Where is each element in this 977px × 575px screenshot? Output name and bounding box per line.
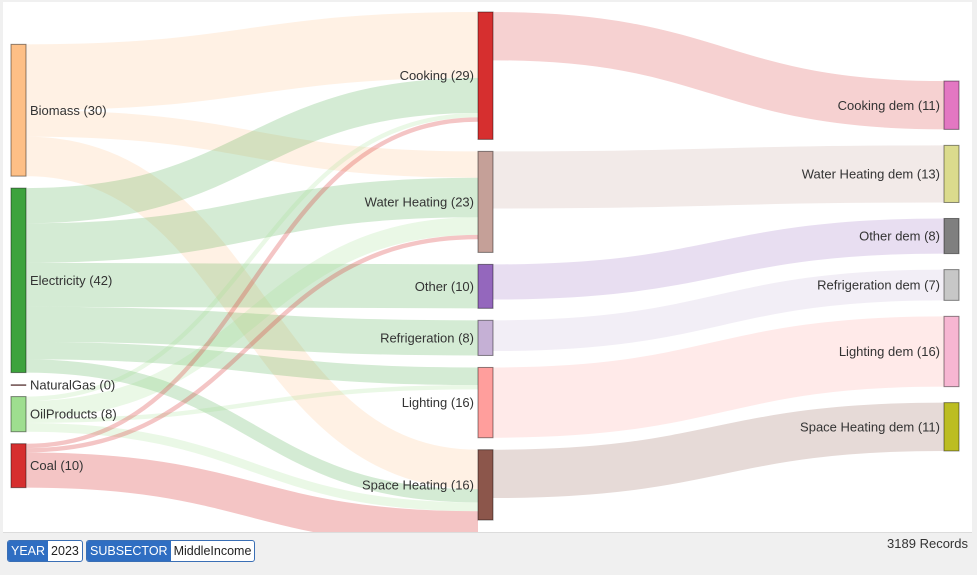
link-coal-to-water-heating[interactable]: [25, 234, 479, 453]
links-layer: [25, 12, 945, 532]
node-label-lighting: Lighting (16): [402, 395, 474, 410]
link-coal-to-space-heating[interactable]: [25, 452, 479, 532]
footer-bar: YEAR 2023 SUBSECTOR MiddleIncome 3189 Re…: [0, 536, 977, 575]
filter-value: MiddleIncome: [173, 544, 252, 558]
filter-key: SUBSECTOR: [87, 541, 171, 561]
link-electricity-to-water-heating[interactable]: [25, 177, 479, 263]
nodes-layer: [10, 11, 960, 521]
link-lighting-to-lighting-dem[interactable]: [492, 316, 945, 438]
sankey-chart-panel: Biomass (30) Electricity (42) NaturalGas (…: [3, 2, 972, 533]
records-count: 3189 Records: [887, 536, 968, 551]
node-label-space-heating-dem: Space Heating dem (11): [800, 419, 940, 434]
node-label-cooking-dem: Cooking dem (11): [838, 98, 940, 113]
link-water-heating-to-water-heating-dem[interactable]: [492, 145, 945, 209]
filter-value: 2023: [51, 544, 79, 558]
link-oilproducts-to-water-heating[interactable]: [25, 217, 479, 419]
link-other-to-other-dem[interactable]: [492, 218, 945, 300]
node-refrigeration[interactable]: [477, 319, 494, 356]
node-refrigeration-dem[interactable]: [943, 269, 960, 301]
node-space-heating-dem[interactable]: [943, 402, 960, 452]
node-other-dem[interactable]: [943, 217, 960, 255]
node-cooking-dem[interactable]: [943, 80, 960, 130]
node-label-electricity: Electricity (42): [30, 273, 112, 288]
node-label-biomass: Biomass (30): [30, 103, 107, 118]
node-coal[interactable]: [10, 443, 27, 489]
node-label-naturalgas: NaturalGas (0): [30, 378, 115, 393]
link-oilproducts-to-lighting[interactable]: [25, 385, 479, 423]
link-coal-to-cooking[interactable]: [25, 117, 479, 449]
node-label-water-heating: Water Heating (23): [365, 194, 474, 209]
link-electricity-to-cooking[interactable]: [25, 77, 479, 224]
node-label-other-dem: Other dem (8): [859, 229, 940, 244]
node-label-refrigeration: Refrigeration (8): [380, 330, 474, 345]
link-oilproducts-to-cooking[interactable]: [25, 113, 479, 401]
link-oilproducts-to-space-heating[interactable]: [25, 422, 479, 512]
link-electricity-to-other[interactable]: [25, 262, 479, 309]
node-lighting[interactable]: [477, 366, 494, 439]
link-refrigeration-to-refrigeration-dem[interactable]: [492, 269, 945, 352]
node-label-water-heating-dem: Water Heating dem (13): [802, 166, 940, 181]
node-label-oilproducts: OilProducts (8): [30, 407, 117, 422]
link-biomass-to-water-heating[interactable]: [25, 110, 479, 178]
sankey-chart: Biomass (30) Electricity (42) NaturalGas (…: [10, 11, 960, 532]
node-biomass[interactable]: [10, 43, 27, 177]
node-cooking[interactable]: [477, 11, 494, 140]
labels-layer: Biomass (30) Electricity (42) NaturalGas (…: [30, 68, 940, 492]
node-label-other: Other (10): [415, 279, 474, 294]
link-biomass-to-space-heating[interactable]: [25, 136, 479, 490]
link-electricity-to-space-heating[interactable]: [25, 359, 479, 503]
filter-chip-year[interactable]: YEAR 2023: [7, 540, 83, 562]
link-space-heating-to-space-heating-dem[interactable]: [492, 402, 945, 499]
node-water-heating-dem[interactable]: [943, 144, 960, 203]
filter-chip-subsector[interactable]: SUBSECTOR MiddleIncome: [86, 540, 256, 562]
node-other[interactable]: [477, 263, 494, 309]
node-oilproducts[interactable]: [10, 396, 27, 433]
node-space-heating[interactable]: [477, 449, 494, 521]
node-naturalgas[interactable]: [10, 384, 27, 386]
node-label-cooking: Cooking (29): [400, 68, 474, 83]
node-label-lighting-dem: Lighting dem (16): [839, 344, 940, 359]
node-label-refrigeration-dem: Refrigeration dem (7): [817, 278, 940, 293]
node-electricity[interactable]: [10, 187, 27, 374]
filter-key: YEAR: [8, 541, 49, 561]
link-cooking-to-cooking-dem[interactable]: [492, 12, 945, 130]
node-label-coal: Coal (10): [30, 458, 83, 473]
link-electricity-to-refrigeration[interactable]: [25, 306, 479, 356]
node-lighting-dem[interactable]: [943, 315, 960, 388]
link-electricity-to-lighting[interactable]: [25, 341, 479, 386]
node-water-heating[interactable]: [477, 150, 494, 253]
link-biomass-to-cooking[interactable]: [25, 12, 479, 111]
node-label-space-heating: Space Heating (16): [362, 477, 474, 492]
